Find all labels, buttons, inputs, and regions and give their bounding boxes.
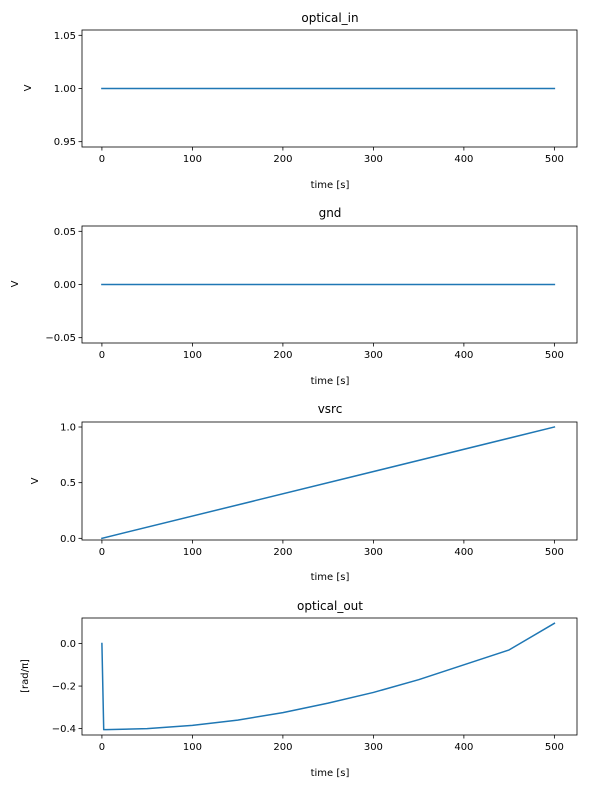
subplot-vsrc: vsrc V time [s] 0 100 200 300 400 500 0.0 0.5 1.… xyxy=(30,402,578,583)
x-tick-label: 0 xyxy=(99,547,105,558)
x-tick-label: 400 xyxy=(454,742,473,753)
x-tick-label: 100 xyxy=(183,547,202,558)
x-tick-label: 400 xyxy=(454,547,473,558)
x-tick-label: 500 xyxy=(545,547,564,558)
x-tick-label: 200 xyxy=(273,547,292,558)
plot-area: 0 100 200 300 400 500 −0.05 0.00 0.05 xyxy=(45,227,564,361)
x-tick-label: 300 xyxy=(364,547,383,558)
x-axis-label: time [s] xyxy=(311,376,350,387)
x-tick-label: 500 xyxy=(545,350,564,361)
x-axis-label: time [s] xyxy=(311,572,350,583)
axes-frame xyxy=(81,225,578,344)
y-axis-label: V xyxy=(10,280,21,287)
y-axis-label: V xyxy=(30,477,41,484)
subplot-optical-out: optical_out [rad/π] time [s] 0 100 200 300 4… xyxy=(20,599,578,779)
y-tick-label: 0.0 xyxy=(60,534,76,545)
x-tick-label: 0 xyxy=(99,154,105,165)
y-tick-label: −0.2 xyxy=(52,682,76,693)
axes-frame xyxy=(81,617,578,736)
y-tick-label: 0.05 xyxy=(54,227,76,238)
x-axis-label: time [s] xyxy=(311,768,350,779)
subplot-gnd: gnd V time [s] 0 100 200 300 400 500 −0.05 0.00… xyxy=(10,206,578,387)
subplot-title: gnd xyxy=(319,206,342,220)
subplot-title: optical_out xyxy=(297,599,363,613)
x-tick-label: 500 xyxy=(545,154,564,165)
x-tick-label: 200 xyxy=(273,154,292,165)
plot-area: 0 100 200 300 400 500 −0.4 −0.2 0.0 xyxy=(52,622,564,753)
y-axis-label: V xyxy=(23,84,34,91)
y-tick-label: −0.05 xyxy=(45,333,76,344)
y-tick-label: −0.4 xyxy=(52,724,76,735)
x-tick-label: 500 xyxy=(545,742,564,753)
x-tick-label: 300 xyxy=(364,742,383,753)
x-tick-label: 0 xyxy=(99,742,105,753)
series-line xyxy=(101,426,556,540)
x-tick-label: 100 xyxy=(183,154,202,165)
plot-area: 0 100 200 300 400 500 0.0 0.5 1.0 xyxy=(60,423,564,558)
x-tick-label: 400 xyxy=(454,350,473,361)
y-tick-label: 0.95 xyxy=(54,137,76,148)
y-tick-label: 1.00 xyxy=(54,84,76,95)
y-tick-label: 0.0 xyxy=(60,639,76,650)
plot-area: 0 100 200 300 400 500 0.95 1.00 1.05 xyxy=(54,31,564,165)
x-tick-label: 100 xyxy=(183,350,202,361)
y-axis-label: [rad/π] xyxy=(20,659,31,693)
x-tick-label: 300 xyxy=(364,350,383,361)
axes-frame xyxy=(81,421,578,541)
y-tick-label: 1.0 xyxy=(60,423,76,434)
x-tick-label: 300 xyxy=(364,154,383,165)
x-tick-label: 100 xyxy=(183,742,202,753)
x-tick-label: 0 xyxy=(99,350,105,361)
y-tick-label: 0.5 xyxy=(60,478,76,489)
subplot-optical-in: optical_in V time [s] 0 100 200 300 400 500 0.… xyxy=(23,11,578,191)
x-tick-label: 200 xyxy=(273,350,292,361)
subplot-title: vsrc xyxy=(318,402,343,416)
subplot-title: optical_in xyxy=(301,11,358,25)
series-line xyxy=(101,622,556,731)
x-axis-label: time [s] xyxy=(311,180,350,191)
x-tick-label: 400 xyxy=(454,154,473,165)
axes-frame xyxy=(81,29,578,148)
y-tick-label: 0.00 xyxy=(54,280,76,291)
x-tick-label: 200 xyxy=(273,742,292,753)
y-tick-label: 1.05 xyxy=(54,31,76,42)
